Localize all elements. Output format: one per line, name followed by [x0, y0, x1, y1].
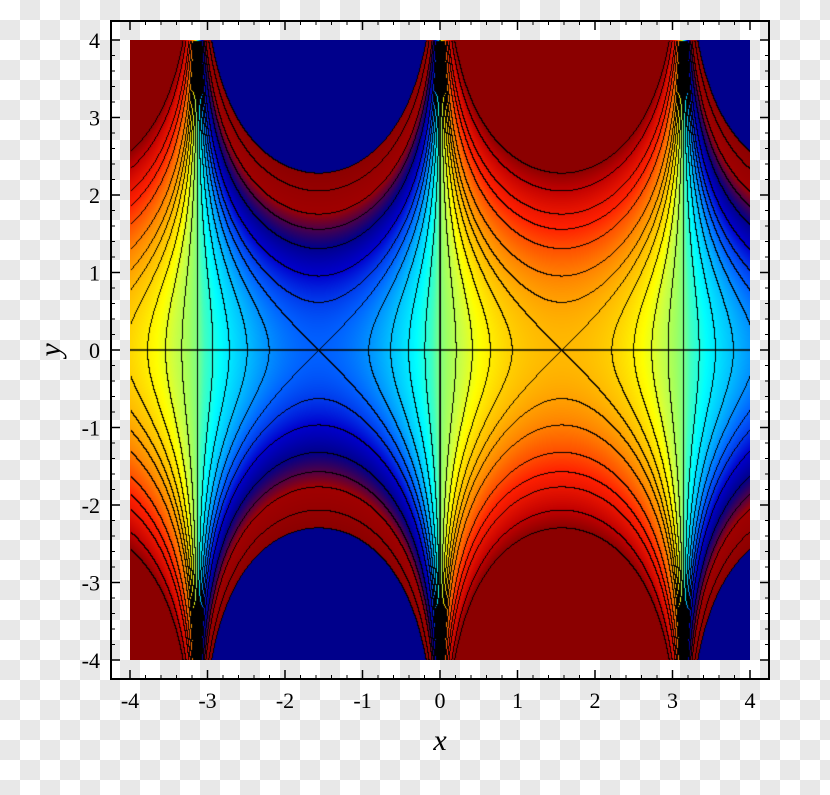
x-axis-label: x — [432, 724, 447, 757]
contour-canvas — [130, 40, 750, 660]
x-tick-label: 4 — [745, 688, 756, 713]
x-tick-label: 2 — [590, 688, 601, 713]
y-tick-label: 1 — [89, 261, 100, 286]
plot-area — [130, 40, 750, 660]
x-tick-label: -1 — [353, 688, 371, 713]
contour-chart: -4 -3 -2 -1 0 1 2 3 4 -4 -3 -2 -1 0 1 2 3 4 x y — [40, 10, 780, 770]
y-tick-label: 3 — [89, 106, 100, 131]
y-tick-label: -3 — [82, 571, 100, 596]
y-tick-label: 2 — [89, 183, 100, 208]
y-tick-label: -2 — [82, 493, 100, 518]
x-tick-label: -3 — [198, 688, 216, 713]
y-axis-label: y — [40, 343, 67, 360]
x-tick-label: -4 — [121, 688, 139, 713]
x-tick-label: 3 — [667, 688, 678, 713]
y-tick-label: 0 — [89, 338, 100, 363]
y-tick-label: -1 — [82, 416, 100, 441]
y-tick-label: 4 — [89, 28, 100, 53]
x-tick-label: 1 — [512, 688, 523, 713]
x-tick-label: -2 — [276, 688, 294, 713]
y-tick-label: -4 — [82, 648, 100, 673]
x-tick-label: 0 — [435, 688, 446, 713]
